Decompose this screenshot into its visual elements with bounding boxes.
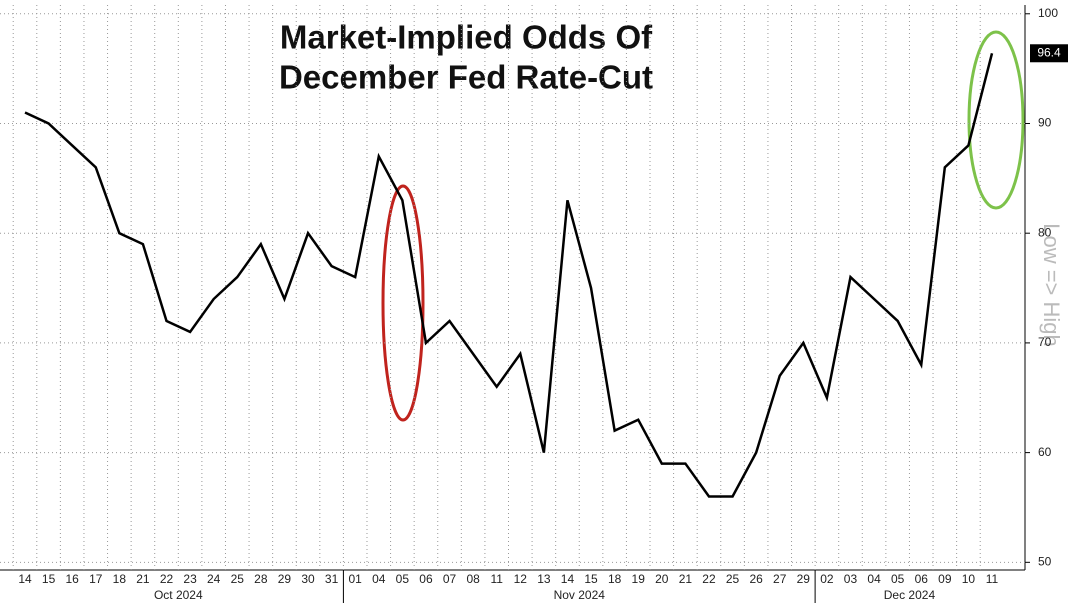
highlight-ellipse [967, 30, 1025, 210]
x-tick-label: 21 [679, 572, 693, 586]
y-axis-label: Low => High [1039, 223, 1064, 347]
month-label: Dec 2024 [884, 588, 936, 602]
x-tick-label: 18 [113, 572, 127, 586]
x-tick-label: 23 [183, 572, 197, 586]
x-tick-label: 14 [561, 572, 575, 586]
x-tick-label: 03 [844, 572, 858, 586]
x-tick-label: 09 [938, 572, 952, 586]
y-tick-label: 70 [1038, 335, 1052, 349]
x-tick-label: 01 [349, 572, 363, 586]
x-tick-label: 22 [702, 572, 716, 586]
last-value-label: 96.4 [1037, 45, 1061, 59]
last-value-box [1030, 44, 1068, 63]
x-tick-label: 04 [372, 572, 386, 586]
x-tick-label: 25 [231, 572, 245, 586]
x-tick-label: 11 [986, 572, 999, 586]
x-tick-label: 26 [749, 572, 763, 586]
y-tick-label: 100 [1038, 6, 1058, 20]
y-tick-label: 50 [1038, 554, 1052, 568]
x-tick-label: 16 [65, 572, 79, 586]
chart-title: Market-Implied Odds Of [280, 19, 653, 56]
x-tick-label: 07 [443, 572, 457, 586]
x-tick-label: 29 [797, 572, 811, 586]
x-tick-label: 20 [655, 572, 669, 586]
x-tick-label: 04 [867, 572, 881, 586]
y-tick-label: 90 [1038, 116, 1052, 130]
x-tick-label: 18 [608, 572, 622, 586]
x-tick-label: 05 [396, 572, 410, 586]
month-label: Oct 2024 [154, 588, 203, 602]
x-tick-label: 25 [726, 572, 740, 586]
y-tick-label: 60 [1038, 445, 1052, 459]
x-tick-label: 22 [160, 572, 174, 586]
x-tick-label: 24 [207, 572, 221, 586]
x-tick-label: 11 [490, 572, 503, 586]
x-tick-label: 15 [584, 572, 598, 586]
x-tick-label: 02 [820, 572, 834, 586]
x-tick-label: 13 [537, 572, 551, 586]
x-tick-label: 17 [89, 572, 103, 586]
month-label: Nov 2024 [554, 588, 606, 602]
chart-title: December Fed Rate-Cut [279, 59, 653, 96]
x-tick-label: 12 [514, 572, 528, 586]
x-tick-label: 15 [42, 572, 56, 586]
x-tick-label: 29 [278, 572, 292, 586]
x-tick-label: 19 [632, 572, 646, 586]
x-tick-label: 10 [962, 572, 976, 586]
x-tick-label: 06 [915, 572, 929, 586]
x-tick-label: 14 [18, 572, 32, 586]
x-tick-label: 06 [419, 572, 433, 586]
x-tick-label: 05 [891, 572, 905, 586]
x-tick-label: 30 [301, 572, 315, 586]
data-line [24, 52, 994, 498]
x-tick-label: 28 [254, 572, 268, 586]
highlight-ellipse [381, 184, 425, 422]
x-tick-label: 27 [773, 572, 787, 586]
x-tick-label: 31 [325, 572, 339, 586]
x-tick-label: 08 [466, 572, 480, 586]
y-tick-label: 80 [1038, 225, 1052, 239]
x-tick-label: 21 [136, 572, 150, 586]
